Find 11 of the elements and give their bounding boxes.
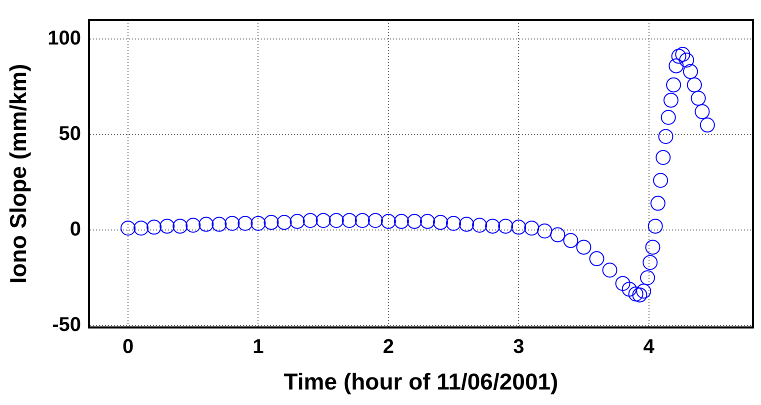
- y-tick-label: 0: [70, 218, 81, 241]
- y-tick-label: 50: [58, 123, 81, 146]
- x-axis-title: Time (hour of 11/06/2001): [284, 368, 558, 395]
- x-tick-label: 0: [122, 336, 134, 358]
- x-tick-label: 4: [643, 336, 656, 358]
- y-axis-title: Iono Slope (mm/km): [5, 64, 32, 284]
- x-tick-label: 2: [382, 336, 394, 358]
- x-tick-label: 3: [513, 336, 524, 358]
- y-tick-label: 100: [48, 28, 81, 50]
- y-tick-label: -50: [52, 314, 81, 336]
- x-tick-label: 1: [252, 336, 264, 358]
